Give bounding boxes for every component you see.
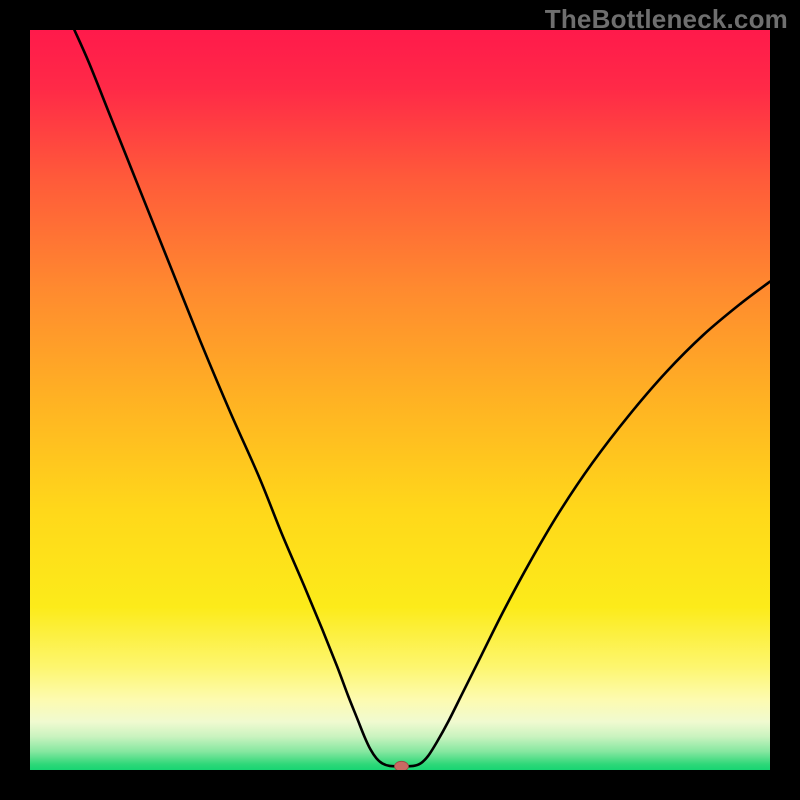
chart-svg xyxy=(30,30,770,770)
chart-plot-area xyxy=(30,30,770,770)
chart-frame: TheBottleneck.com xyxy=(0,0,800,800)
optimum-marker xyxy=(394,761,408,770)
chart-background xyxy=(30,30,770,770)
